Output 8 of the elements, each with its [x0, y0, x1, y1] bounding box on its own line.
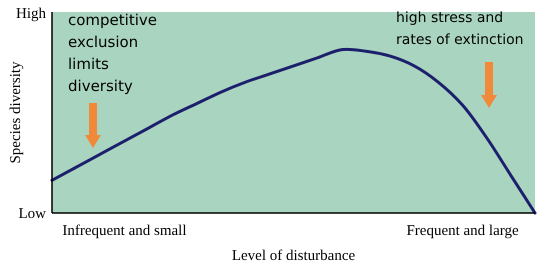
- text: high stress and rates of extinction: [396, 10, 524, 48]
- x-tick-label: Infrequent and small: [62, 223, 187, 239]
- x-axis-title: Level of disturbance: [232, 248, 356, 264]
- text: High: [16, 6, 46, 22]
- y-axis-title: Species diversity: [8, 60, 24, 164]
- annotation: competitive exclusion limits diversity: [68, 11, 157, 95]
- x-tick-label: Frequent and large: [406, 223, 519, 239]
- text: Low: [18, 206, 46, 222]
